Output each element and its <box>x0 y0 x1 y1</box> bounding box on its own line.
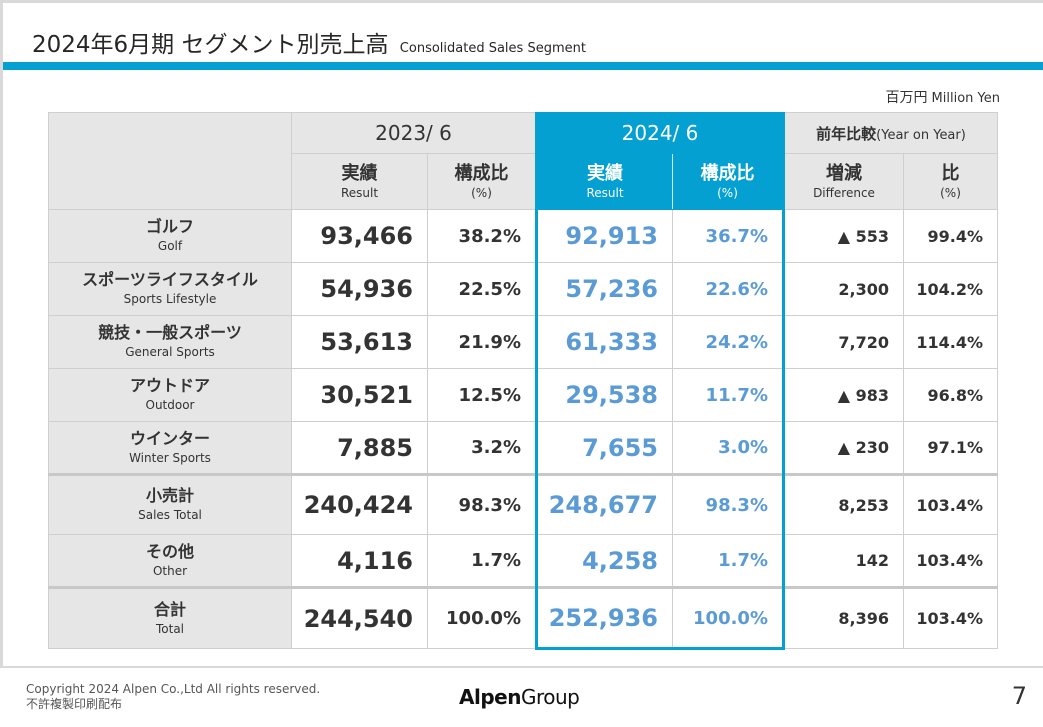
yoy-diff: 142 <box>783 534 904 588</box>
page-title: 2024年6月期 セグメント別売上高 Consolidated Sales Se… <box>32 25 586 59</box>
yoy-ratio: 103.4% <box>903 534 998 588</box>
slide: 2024年6月期 セグメント別売上高 Consolidated Sales Se… <box>3 3 1043 666</box>
table-row-winter: ウインター Winter Sports 7,885 3.2% 7,655 3.0%… <box>48 421 998 475</box>
accent-bar <box>3 62 1043 70</box>
curr-share: 24.2% <box>672 315 785 369</box>
prev-share: 12.5% <box>427 368 537 422</box>
unit-ja: 百万円 <box>885 90 928 106</box>
curr-result: 61,333 <box>535 315 673 369</box>
yoy-en: (Year on Year) <box>876 127 966 143</box>
page-number: 7 <box>1011 682 1027 710</box>
prev-share: 22.5% <box>427 262 537 316</box>
curr-result: 29,538 <box>535 368 673 422</box>
row-label: ウインター Winter Sports <box>48 421 292 475</box>
curr-share: 3.0% <box>672 421 785 475</box>
prev-share: 98.3% <box>427 473 537 535</box>
header-period-curr: 2024/ 6 <box>535 112 785 154</box>
prev-share: 1.7% <box>427 534 537 588</box>
header-blank <box>48 112 292 210</box>
header-period-prev: 2023/ 6 <box>291 112 537 154</box>
prev-result: 54,936 <box>291 262 428 316</box>
yoy-ratio: 96.8% <box>903 368 998 422</box>
segment-sales-table: 2023/ 6 2024/ 6 前年比較(Year on Year) 実績 Res… <box>48 112 998 650</box>
table-row-other: その他 Other 4,116 1.7% 4,258 1.7% 142 103.4… <box>48 534 998 588</box>
curr-result: 248,677 <box>535 473 673 535</box>
curr-share: 22.6% <box>672 262 785 316</box>
title-ja: 2024年6月期 セグメント別売上高 <box>32 32 389 58</box>
yoy-ratio: 114.4% <box>903 315 998 369</box>
curr-share: 98.3% <box>672 473 785 535</box>
yoy-diff: ▲ 230 <box>783 421 904 475</box>
copyright: Copyright 2024 Alpen Co.,Ltd All rights … <box>26 682 320 712</box>
row-label: 合計 Total <box>48 586 292 649</box>
prev-result: 4,116 <box>291 534 428 588</box>
table-row-general-sports: 競技・一般スポーツ General Sports 53,613 21.9% 61,… <box>48 315 998 369</box>
prev-share: 21.9% <box>427 315 537 369</box>
header-prev-result: 実績 Result <box>291 153 428 210</box>
prev-share: 100.0% <box>427 586 537 649</box>
copy-notice: 不許複製印刷配布 <box>26 697 123 711</box>
yoy-ja: 前年比較 <box>816 124 877 143</box>
unit-en: Million Yen <box>931 91 1000 106</box>
prev-result: 93,466 <box>291 209 428 263</box>
prev-result: 244,540 <box>291 586 428 649</box>
prev-result: 240,424 <box>291 473 428 535</box>
yoy-diff: 8,396 <box>783 586 904 649</box>
alpen-group-logo: AlpenGroup <box>459 685 580 709</box>
table-row-golf: ゴルフ Golf 93,466 38.2% 92,913 36.7% ▲ 553 … <box>48 209 998 263</box>
curr-share: 36.7% <box>672 209 785 263</box>
header-curr-result: 実績 Result <box>535 153 673 210</box>
table-row-sales-total: 小売計 Sales Total 240,424 98.3% 248,677 98.… <box>48 473 998 535</box>
row-label: ゴルフ Golf <box>48 209 292 263</box>
table-row-total: 合計 Total 244,540 100.0% 252,936 100.0% 8,… <box>48 586 998 650</box>
yoy-ratio: 99.4% <box>903 209 998 263</box>
yoy-ratio: 103.4% <box>903 473 998 535</box>
title-en: Consolidated Sales Segment <box>399 41 586 56</box>
yoy-diff: ▲ 983 <box>783 368 904 422</box>
header-curr-share: 構成比 (%) <box>672 153 785 210</box>
row-label: 競技・一般スポーツ General Sports <box>48 315 292 369</box>
row-label: その他 Other <box>48 534 292 588</box>
prev-result: 53,613 <box>291 315 428 369</box>
header-yoy: 前年比較(Year on Year) <box>783 112 998 154</box>
table-row-outdoor: アウトドア Outdoor 30,521 12.5% 29,538 11.7% ▲… <box>48 368 998 422</box>
prev-share: 3.2% <box>427 421 537 475</box>
prev-result: 7,885 <box>291 421 428 475</box>
footer: Copyright 2024 Alpen Co.,Ltd All rights … <box>0 666 1043 727</box>
table-row-sports-lifestyle: スポーツライフスタイル Sports Lifestyle 54,936 22.5%… <box>48 262 998 316</box>
unit-label: 百万円 Million Yen <box>886 87 1000 107</box>
yoy-ratio: 104.2% <box>903 262 998 316</box>
row-label: アウトドア Outdoor <box>48 368 292 422</box>
curr-result: 7,655 <box>535 421 673 475</box>
prev-share: 38.2% <box>427 209 537 263</box>
header-prev-share: 構成比 (%) <box>427 153 537 210</box>
curr-result: 4,258 <box>535 534 673 588</box>
prev-result: 30,521 <box>291 368 428 422</box>
yoy-ratio: 103.4% <box>903 586 998 649</box>
yoy-diff: 2,300 <box>783 262 904 316</box>
curr-result: 252,936 <box>535 586 673 650</box>
yoy-diff: ▲ 553 <box>783 209 904 263</box>
header-diff: 増減 Difference <box>783 153 904 210</box>
row-label: スポーツライフスタイル Sports Lifestyle <box>48 262 292 316</box>
curr-share: 11.7% <box>672 368 785 422</box>
header-ratio: 比 (%) <box>903 153 998 210</box>
curr-share: 100.0% <box>672 586 785 650</box>
yoy-diff: 7,720 <box>783 315 904 369</box>
yoy-diff: 8,253 <box>783 473 904 535</box>
curr-share: 1.7% <box>672 534 785 588</box>
curr-result: 92,913 <box>535 209 673 263</box>
yoy-ratio: 97.1% <box>903 421 998 475</box>
curr-result: 57,236 <box>535 262 673 316</box>
copyright-text: Copyright 2024 Alpen Co.,Ltd All rights … <box>26 682 321 696</box>
row-label: 小売計 Sales Total <box>48 473 292 535</box>
